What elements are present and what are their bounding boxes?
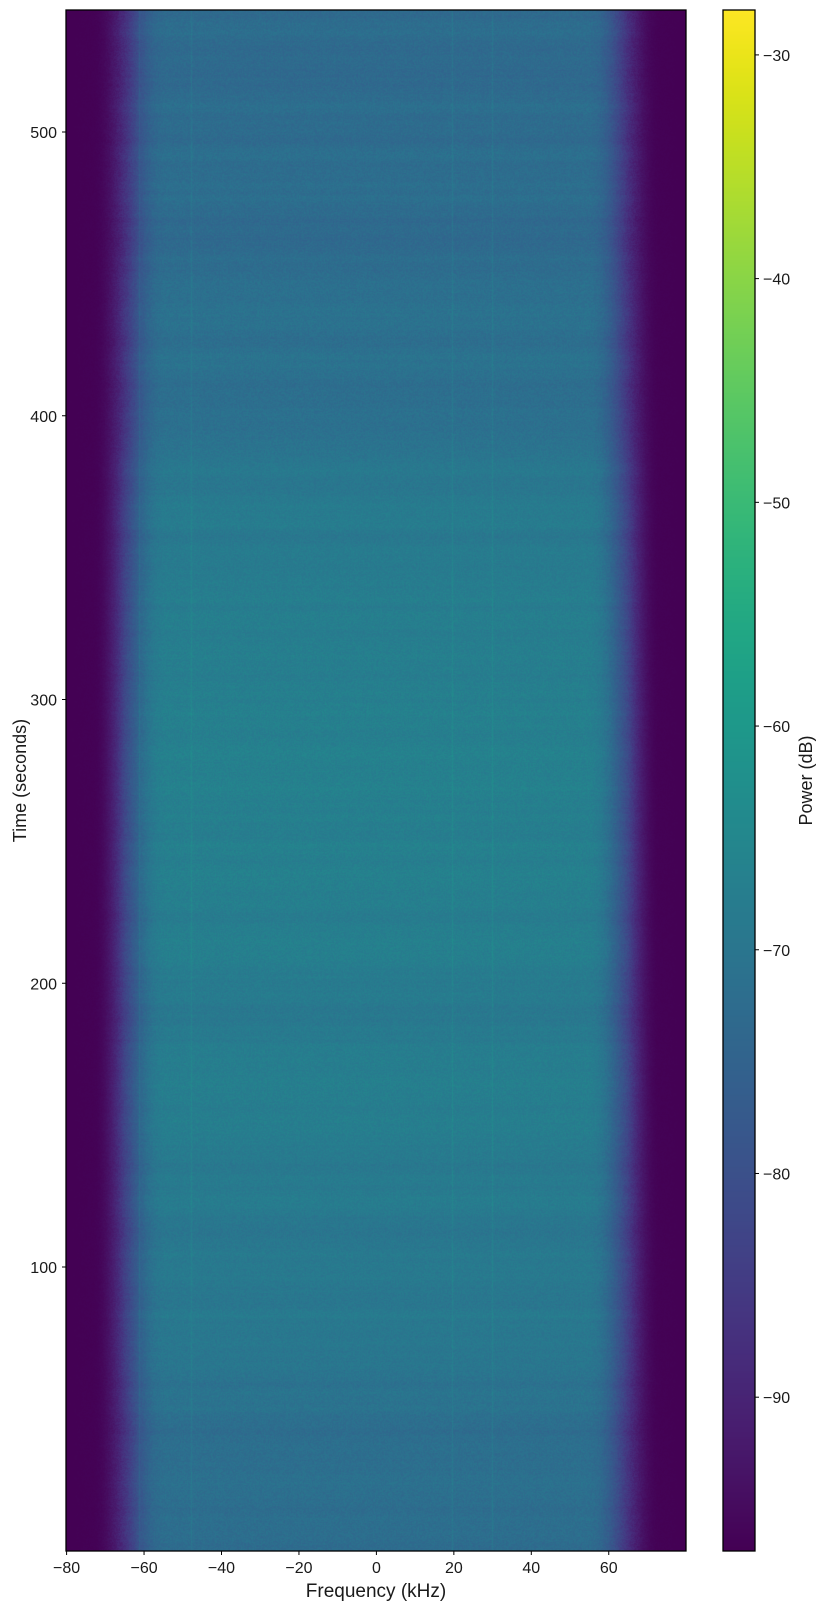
svg-text:400: 400 (30, 409, 57, 426)
svg-text:−20: −20 (285, 1560, 312, 1577)
svg-text:Time (seconds): Time (seconds) (10, 719, 30, 842)
svg-text:Frequency (kHz): Frequency (kHz) (306, 1581, 446, 1602)
svg-text:−40: −40 (208, 1560, 235, 1577)
svg-text:200: 200 (30, 976, 57, 993)
svg-text:−50: −50 (763, 495, 790, 512)
svg-text:60: 60 (600, 1560, 618, 1577)
svg-text:0: 0 (372, 1560, 381, 1577)
svg-text:20: 20 (445, 1560, 463, 1577)
svg-text:−30: −30 (763, 48, 790, 65)
svg-text:−80: −80 (763, 1166, 790, 1183)
svg-text:Power (dB): Power (dB) (796, 735, 816, 825)
svg-text:−60: −60 (763, 719, 790, 736)
svg-text:−90: −90 (763, 1390, 790, 1407)
svg-text:40: 40 (522, 1560, 540, 1577)
svg-text:−70: −70 (763, 943, 790, 960)
svg-text:−60: −60 (130, 1560, 157, 1577)
svg-text:−40: −40 (763, 272, 790, 289)
svg-text:100: 100 (30, 1260, 57, 1277)
svg-text:−80: −80 (53, 1560, 80, 1577)
svg-text:500: 500 (30, 125, 57, 142)
svg-text:300: 300 (30, 693, 57, 710)
